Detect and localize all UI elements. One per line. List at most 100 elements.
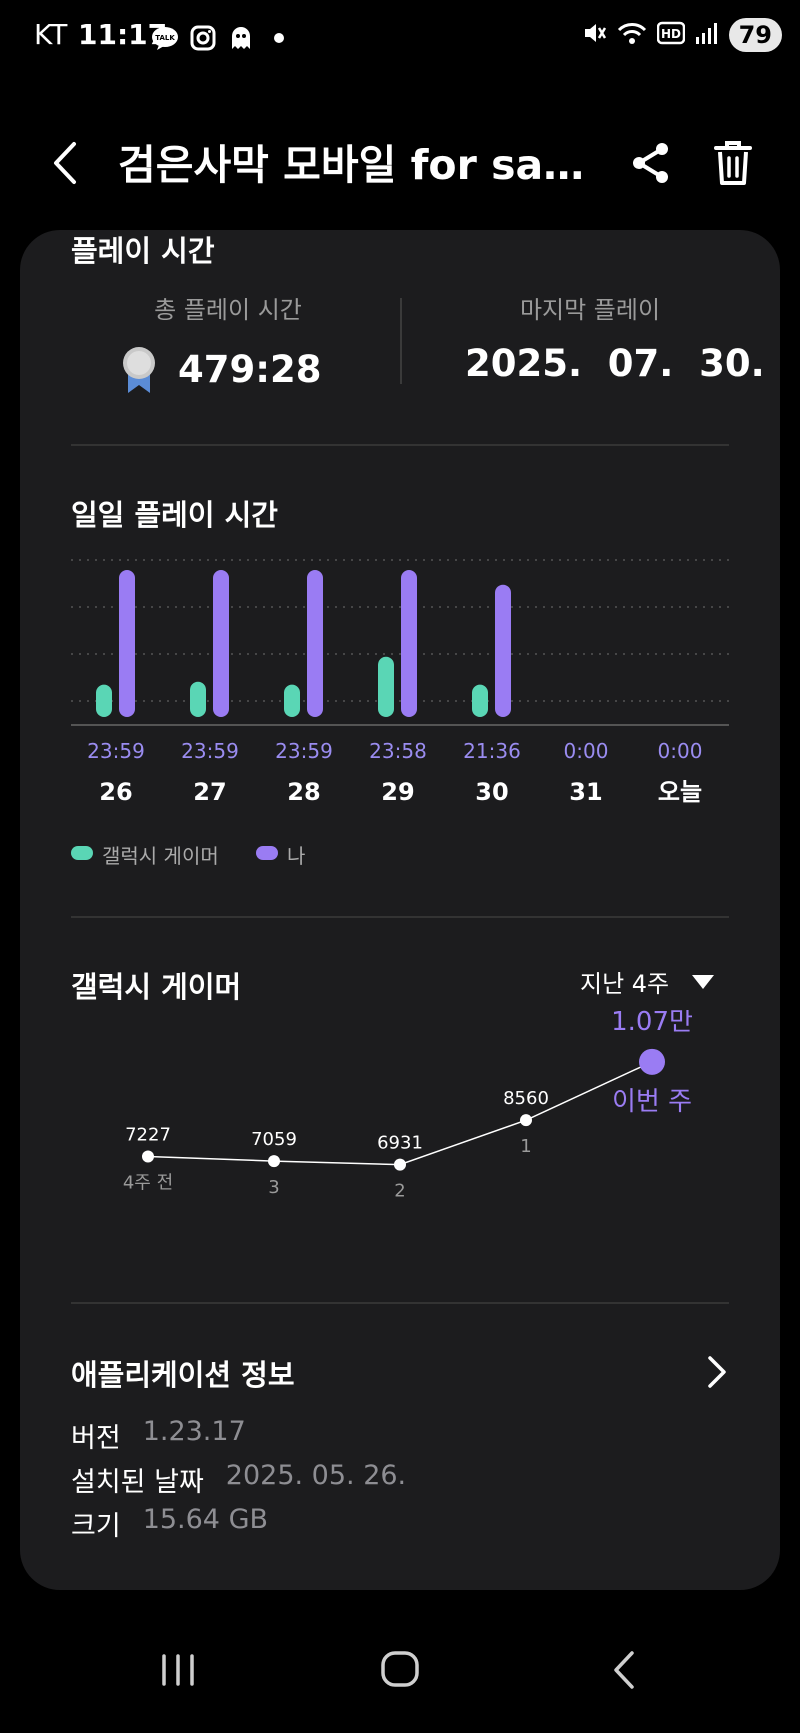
data-point <box>520 1114 532 1127</box>
week-label: 4주 전 <box>123 1173 173 1194</box>
delete-button[interactable] <box>710 138 756 188</box>
bar-me <box>495 584 511 717</box>
daily-section-title: 일일 플레이 시간 <box>71 498 278 532</box>
chevron-left-icon <box>54 142 76 184</box>
value-label: 6931 <box>377 1133 423 1154</box>
signal-icon <box>695 21 719 49</box>
daily-bar-chart: 23:59 26 23:59 27 23:59 28 23:58 29 21:36 30 0:00 3… <box>71 559 729 806</box>
value-label: 7059 <box>251 1129 297 1150</box>
talk-icon: TALK <box>150 23 180 53</box>
value-label: 1.07만 <box>611 1010 693 1037</box>
app-info-title: 애플리케이션 정보 <box>71 1358 295 1392</box>
last-play-label: 마지막 플레이 <box>519 296 661 324</box>
info-value: 2025. 05. 26. <box>225 1460 407 1491</box>
time-label: 23:58 <box>369 739 427 763</box>
day-label: 26 <box>99 778 132 806</box>
bar-gamer <box>472 684 488 717</box>
day-label: 29 <box>381 778 414 806</box>
info-row-size: 크기 15.64 GB <box>71 1504 268 1543</box>
vertical-divider <box>400 298 402 384</box>
back-arrow-icon <box>614 1651 634 1689</box>
data-point <box>394 1158 406 1171</box>
week-label: 2 <box>394 1181 405 1202</box>
total-playtime-value: 479:28 <box>178 348 322 391</box>
svg-text:TALK: TALK <box>155 34 175 42</box>
medal-icon <box>122 345 156 399</box>
time-label: 0:00 <box>564 739 609 763</box>
trash-icon <box>714 141 752 185</box>
caret-down-icon <box>692 974 715 989</box>
time-label: 23:59 <box>275 739 333 763</box>
info-row-install-date: 설치된 날짜 2025. 05. 26. <box>71 1460 406 1499</box>
bar-gamer <box>378 656 394 717</box>
info-value: 1.23.17 <box>142 1416 246 1447</box>
day-label: 30 <box>475 778 508 806</box>
carrier-label: KT <box>34 18 68 51</box>
info-key: 설치된 날짜 <box>71 1467 204 1498</box>
info-key: 크기 <box>71 1511 121 1542</box>
system-icons: HD 79 <box>581 18 782 52</box>
info-row-version: 버전 1.23.17 <box>71 1416 246 1455</box>
mute-icon <box>581 20 607 50</box>
time-label: 23:59 <box>87 739 145 763</box>
playtime-section-title: 플레이 시간 <box>71 234 215 268</box>
bar-gamer <box>96 684 112 717</box>
ghost-icon <box>226 23 256 53</box>
wifi-icon <box>617 20 647 50</box>
bar-gamer <box>284 684 300 717</box>
dot-icon <box>264 23 294 53</box>
day-label: 28 <box>287 778 320 806</box>
period-dropdown[interactable]: 지난 4주 <box>580 964 715 999</box>
clock: 11:17 <box>78 18 168 51</box>
app-info-link[interactable]: 애플리케이션 정보 <box>71 1344 741 1404</box>
recent-apps-button[interactable] <box>158 1650 198 1690</box>
bar-me <box>401 570 417 717</box>
system-back-button[interactable] <box>606 1648 642 1692</box>
value-label: 7227 <box>125 1125 171 1146</box>
divider <box>71 916 729 918</box>
bar-gamer <box>190 681 206 717</box>
chevron-right-icon <box>708 1356 726 1388</box>
bar-me <box>307 570 323 717</box>
current-week-point <box>639 1048 665 1075</box>
day-label: 오늘 <box>658 778 702 806</box>
gamer-section-title: 갤럭시 게이머 <box>71 970 242 1004</box>
last-play-value: 2025. 07. 30. <box>465 342 765 385</box>
legend-me-label: 나 <box>287 844 306 868</box>
legend-me-swatch <box>256 846 278 860</box>
app-usage-card: 플레이 시간 총 플레이 시간 479:28 마지막 플레이 2025. 07.… <box>20 230 780 1590</box>
info-key: 버전 <box>71 1423 121 1454</box>
share-icon <box>633 143 668 183</box>
week-label: 1 <box>520 1136 531 1157</box>
instagram-icon <box>188 23 218 53</box>
legend-gamer-swatch <box>71 846 93 860</box>
battery-indicator: 79 <box>728 18 782 52</box>
back-button[interactable] <box>44 138 88 188</box>
week-label: 이번 주 <box>612 1087 692 1117</box>
data-point <box>142 1150 154 1163</box>
share-button[interactable] <box>628 140 674 186</box>
day-label: 27 <box>193 778 226 806</box>
divider <box>71 1302 729 1304</box>
bar-me <box>119 570 135 717</box>
info-value: 15.64 GB <box>142 1504 269 1535</box>
svg-text:HD: HD <box>661 27 681 41</box>
bar-me <box>213 570 229 717</box>
time-label: 21:36 <box>463 739 521 763</box>
time-label: 0:00 <box>658 739 703 763</box>
divider <box>71 444 729 446</box>
period-dropdown-label: 지난 4주 <box>580 970 670 998</box>
recent-apps-icon <box>162 1654 194 1686</box>
week-label: 3 <box>268 1177 279 1198</box>
legend-gamer-label: 갤럭시 게이머 <box>102 844 219 868</box>
value-label: 8560 <box>503 1088 549 1109</box>
time-label: 23:59 <box>181 739 239 763</box>
home-button[interactable] <box>380 1648 422 1690</box>
home-icon <box>381 1651 419 1687</box>
data-point <box>268 1155 280 1168</box>
day-label: 31 <box>569 778 602 806</box>
notification-icons: TALK <box>150 20 294 56</box>
total-playtime-label: 총 플레이 시간 <box>154 296 302 324</box>
navigation-bar <box>0 1620 800 1733</box>
